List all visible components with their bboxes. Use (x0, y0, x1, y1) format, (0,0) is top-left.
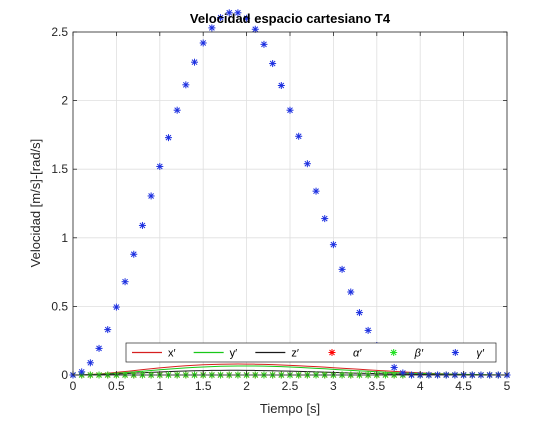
x-tick-label: 2.5 (282, 379, 299, 393)
y-tick-label: 0 (61, 368, 68, 382)
y-axis-label: Velocidad [m/s]-[rad/s] (28, 139, 43, 268)
x-axis-label: Tiempo [s] (260, 401, 320, 416)
legend-star-swatch (451, 349, 459, 356)
y-tick-label: 2.5 (51, 25, 68, 39)
series-5-point (112, 303, 120, 311)
series-5-point (321, 215, 329, 223)
series-5-point (355, 309, 363, 317)
legend-label: α′ (353, 348, 362, 360)
series-5-point (277, 82, 285, 90)
legend-label: β′ (414, 348, 424, 360)
legend[interactable]: x′ y′ z′ α′ β′ γ′ (125, 342, 497, 363)
x-tick-label: 4 (417, 379, 424, 393)
legend-star-swatch (390, 349, 398, 356)
series-5-point (243, 14, 251, 22)
series-5-point (95, 344, 103, 352)
series-5-point (225, 9, 233, 17)
legend-entry[interactable]: x′ (132, 348, 176, 360)
legend-box (125, 342, 497, 363)
series-5-point (338, 265, 346, 273)
y-tick-label: 0.5 (51, 299, 68, 313)
series-1-line (72, 365, 508, 376)
series-5-point (191, 58, 199, 66)
x-tick-label: 0.5 (108, 379, 125, 393)
legend-star-swatch (328, 349, 336, 356)
series-5-point (390, 363, 398, 371)
series-5-point (173, 106, 181, 114)
series-5-point (86, 359, 94, 367)
legend-label: z′ (291, 348, 299, 360)
legend-entry[interactable]: z′ (255, 348, 299, 360)
legend-entry[interactable]: γ′ (451, 348, 485, 360)
x-tick-label: 3 (330, 379, 337, 393)
series-5-point (260, 40, 268, 48)
series-5-point (286, 106, 294, 114)
y-tick-label: 1 (61, 231, 68, 245)
chart-title: Velocidad espacio cartesiano T4 (190, 11, 391, 26)
legend-entry[interactable]: y′ (193, 348, 238, 360)
series-5-point (199, 39, 207, 47)
x-tick-label: 2 (243, 379, 250, 393)
ticks: 0 0.5 1 1.5 2 2.5 3 3.5 4 4.5 5 0 0.5 1 1.5 2 2.5 (51, 25, 510, 393)
legend-label: γ′ (476, 348, 485, 360)
series-5-point (104, 326, 112, 334)
y-tick-label: 2 (61, 94, 68, 108)
x-tick-label: 0 (70, 379, 77, 393)
series-5-point (217, 14, 225, 22)
legend-entry[interactable]: β′ (390, 348, 424, 360)
series-5-point (295, 132, 303, 140)
series-5-point (269, 60, 277, 68)
series-5-point (303, 160, 311, 168)
series-5-point (164, 134, 172, 142)
series-5-point (251, 25, 259, 33)
x-tick-label: 1.5 (195, 379, 212, 393)
y-tick-label: 1.5 (51, 162, 68, 176)
series-5-point (121, 278, 129, 286)
legend-entry[interactable]: α′ (328, 348, 363, 360)
series-5-point (156, 162, 164, 170)
legend-label: x′ (168, 348, 176, 360)
series-5-point (138, 221, 146, 229)
series-5-point (78, 368, 86, 376)
x-tick-label: 5 (504, 379, 511, 393)
series-5-point (364, 326, 372, 334)
x-tick-label: 3.5 (368, 379, 385, 393)
series-5-point (182, 81, 190, 89)
series-5-point (312, 187, 320, 195)
series-5-point (130, 250, 138, 258)
x-tick-label: 4.5 (455, 379, 472, 393)
series-5-point (147, 192, 155, 200)
series-5-point (208, 24, 216, 32)
series-5-point (329, 241, 337, 249)
series-5-point (234, 9, 242, 17)
legend-label: y′ (230, 348, 238, 360)
x-tick-label: 1 (156, 379, 163, 393)
series-5-point (347, 288, 355, 296)
